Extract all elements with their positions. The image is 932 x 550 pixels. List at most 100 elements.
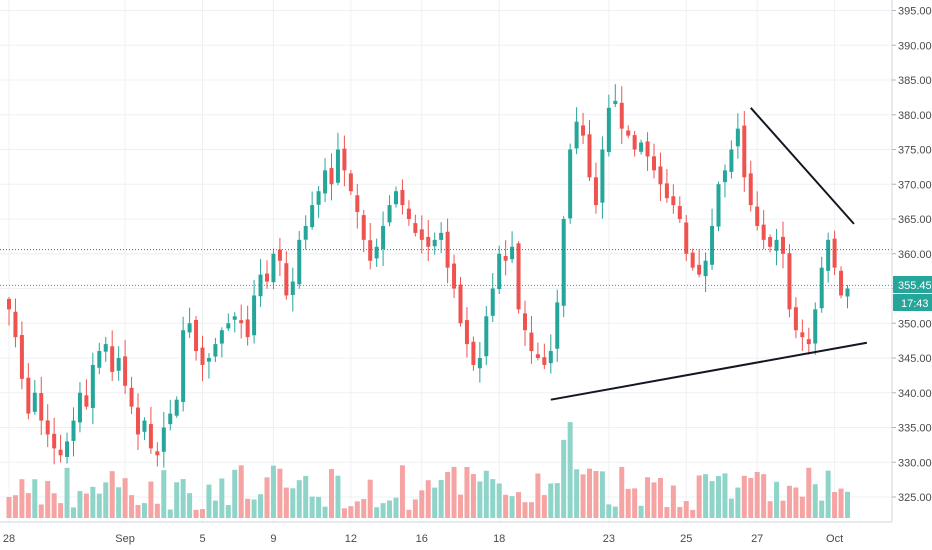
volume-bar: [212, 500, 218, 518]
candle-body: [226, 323, 231, 329]
volume-bar: [122, 478, 128, 518]
volume-bar: [470, 474, 476, 518]
y-tick-label: 360.00: [898, 249, 932, 261]
y-tick-label: 350.00: [898, 318, 932, 330]
candle-body: [639, 142, 644, 152]
candle-body: [361, 215, 366, 240]
volume-bar: [64, 467, 70, 518]
volume-bar: [322, 506, 328, 518]
volume-bar: [109, 471, 115, 518]
volume-bar: [167, 509, 173, 518]
last-price-label: 355.45: [898, 280, 932, 292]
candle-body: [136, 407, 140, 435]
volume-bar: [399, 465, 405, 518]
volume-bar: [606, 504, 612, 518]
volume-bar: [187, 493, 193, 518]
volume-bar: [483, 470, 489, 518]
candle-body: [574, 121, 579, 149]
candle-body: [452, 263, 457, 289]
volume-bar: [12, 495, 18, 518]
candle-body: [381, 225, 386, 250]
candle-body: [161, 427, 166, 452]
candle-body: [432, 239, 437, 247]
candle-body: [310, 205, 315, 228]
volume-bar: [819, 500, 825, 518]
candle-body: [658, 166, 663, 185]
volume-bar: [225, 505, 231, 518]
volume-bar: [83, 493, 89, 518]
volume-bar: [96, 493, 102, 518]
candle-body: [819, 267, 824, 309]
x-tick-label: 16: [416, 533, 428, 545]
candle-body: [316, 191, 321, 205]
candle-body: [26, 377, 31, 414]
volume-bar: [193, 509, 199, 518]
volume-bar: [309, 496, 315, 518]
candle-body: [826, 239, 831, 271]
y-tick-label: 390.00: [898, 40, 932, 52]
volume-bar: [806, 467, 812, 518]
volume-bar: [341, 508, 347, 518]
volume-bar: [845, 491, 850, 518]
candle-body: [232, 316, 237, 320]
volume-bar: [445, 471, 451, 518]
volume-bar: [670, 485, 676, 518]
candle-body: [387, 205, 392, 223]
volume-bar: [303, 475, 309, 518]
volume-bar: [735, 487, 741, 518]
candle-body: [39, 393, 44, 421]
time-axis: 28 Sep 5 9 12 16 18 23 25 27 Oct: [3, 533, 843, 545]
volume-bar: [77, 491, 83, 518]
volume-bars: [6, 422, 850, 518]
candle-body: [297, 239, 302, 285]
volume-bar: [477, 481, 483, 518]
candle-body: [90, 364, 95, 408]
x-tick-label: 28: [3, 533, 15, 545]
volume-bar: [412, 499, 418, 518]
volume-bar: [90, 486, 96, 518]
candle-body: [394, 191, 398, 205]
candle-body: [342, 148, 347, 171]
candle-body: [781, 236, 785, 254]
candle-body: [245, 319, 250, 338]
countdown-badge-bg: [893, 294, 932, 311]
volume-bar: [277, 468, 283, 518]
candle-body: [335, 149, 340, 183]
candle-body: [729, 149, 734, 172]
volume-bar: [625, 488, 631, 518]
candle-body: [303, 225, 308, 240]
candle-body: [374, 246, 379, 259]
candle-body: [471, 341, 476, 365]
candle-body: [458, 284, 463, 324]
volume-bar: [696, 475, 702, 518]
candle-body: [490, 288, 495, 316]
trendline-resistance: [750, 107, 855, 225]
candle-body: [606, 107, 611, 153]
volume-bar: [812, 484, 818, 518]
volume-bar: [232, 469, 238, 518]
volume-bar: [741, 475, 747, 518]
candle-body: [348, 173, 353, 192]
volume-bar: [174, 482, 180, 518]
volume-bar: [148, 481, 154, 518]
candle-body: [600, 149, 605, 203]
y-tick-label: 335.00: [898, 423, 932, 435]
candle-body: [813, 309, 818, 344]
volume-bar: [548, 483, 554, 518]
volume-bar: [761, 474, 767, 518]
x-tick-label: Sep: [115, 533, 135, 545]
candle-body: [329, 168, 334, 185]
candle-body: [697, 264, 702, 275]
candle-body: [535, 354, 540, 358]
volume-bar: [490, 479, 496, 518]
candle-body: [542, 357, 547, 365]
volume-bar: [561, 439, 567, 518]
candle-body: [497, 253, 502, 290]
candle-body: [400, 189, 405, 206]
candle-body: [355, 195, 360, 213]
candle-body: [406, 208, 411, 219]
x-tick-label: 25: [680, 533, 692, 545]
candle-body: [116, 358, 121, 371]
volume-bar: [348, 506, 354, 518]
